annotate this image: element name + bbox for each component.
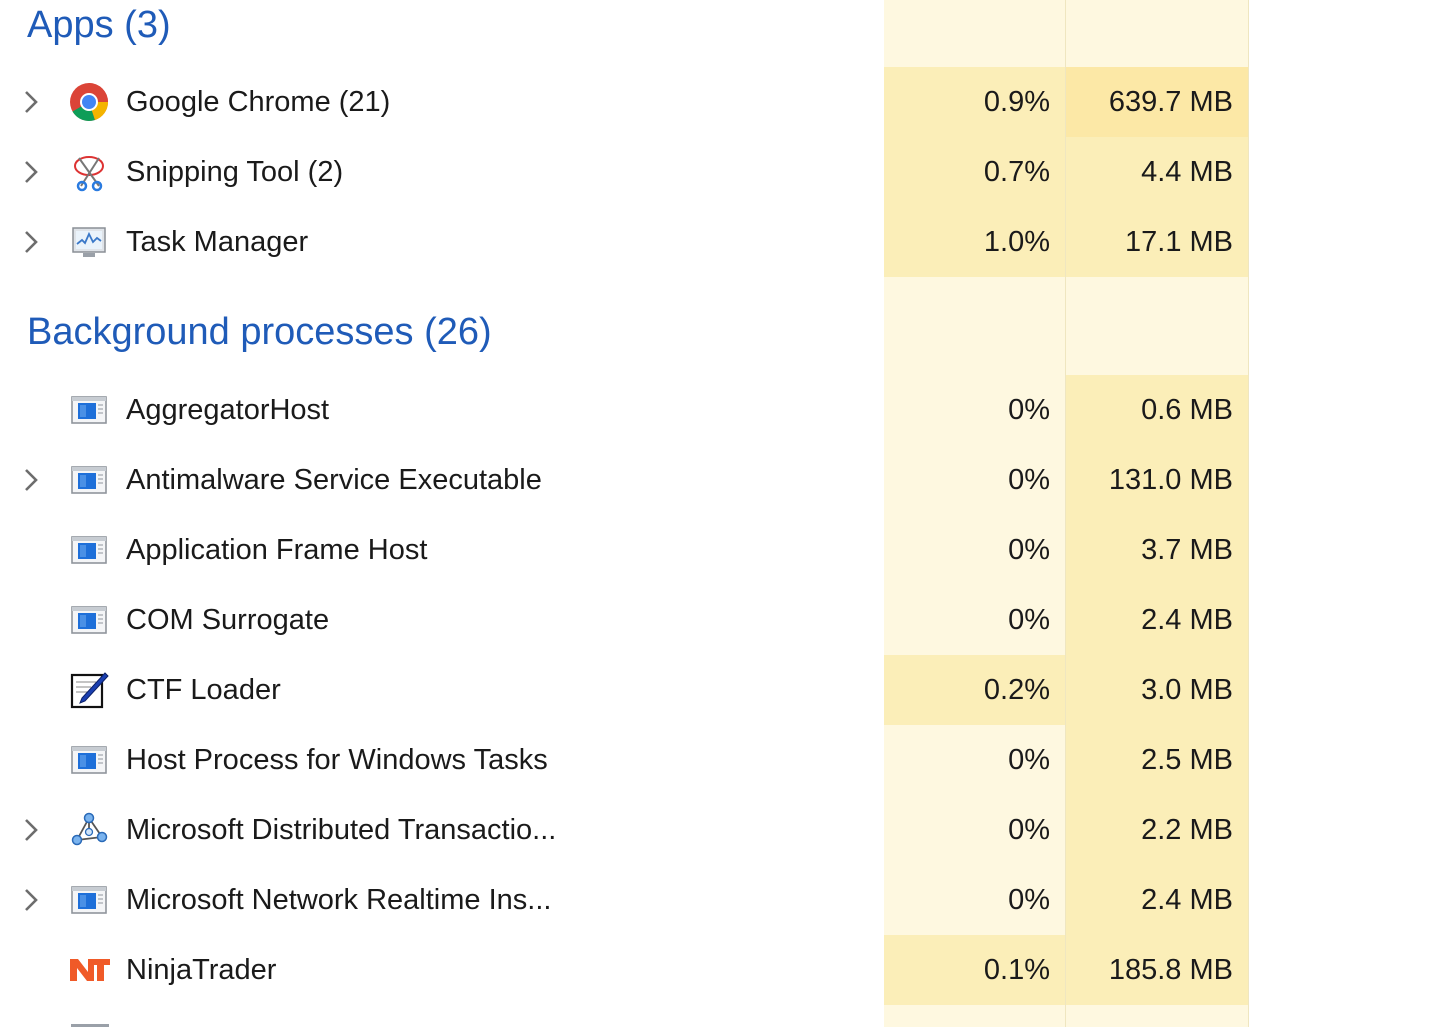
cpu-cell: 0.1% <box>884 935 1065 1005</box>
next-row-icon-stub <box>71 1024 109 1027</box>
memory-cell: 185.8 MB <box>1066 935 1248 1005</box>
cpu-cell: 0% <box>1008 744 1050 776</box>
process-name: Microsoft Distributed Transactio... <box>126 814 557 846</box>
memory-cell: 2.2 MB <box>1066 795 1248 865</box>
process-row[interactable]: Microsoft Distributed Transactio... 0% 2.2… <box>0 795 1453 865</box>
process-name: Microsoft Network Realtime Ins... <box>126 884 552 916</box>
cpu-cell: 0% <box>1008 534 1050 566</box>
window-app-icon <box>69 530 109 570</box>
process-name: Application Frame Host <box>126 534 428 566</box>
apps-group-header[interactable]: Apps (3) <box>0 0 1453 50</box>
snipping-tool-icon <box>69 152 109 192</box>
memory-cell: 0.6 MB <box>1066 375 1248 445</box>
process-name: AggregatorHost <box>126 394 330 426</box>
cpu-cell: 0% <box>1008 394 1050 426</box>
process-row[interactable]: NinjaTrader 0.1% 185.8 MB <box>0 935 1453 1005</box>
memory-cell: 3.0 MB <box>1066 655 1248 725</box>
apps-group-title: Apps (3) <box>27 4 171 46</box>
process-name: Google Chrome (21) <box>126 86 391 118</box>
process-name: Host Process for Windows Tasks <box>126 744 548 776</box>
process-row[interactable]: CTF Loader 0.2% 3.0 MB <box>0 655 1453 725</box>
process-row[interactable]: Host Process for Windows Tasks 0% 2.5 MB <box>0 725 1453 795</box>
process-row[interactable]: Snipping Tool (2) 0.7% 4.4 MB <box>0 137 1453 207</box>
cpu-cell: 0% <box>1008 464 1050 496</box>
column-divider <box>1065 0 1066 1027</box>
process-name: COM Surrogate <box>126 604 330 636</box>
process-row[interactable]: AggregatorHost 0% 0.6 MB <box>0 375 1453 445</box>
cpu-cell: 1.0% <box>884 207 1065 277</box>
ctf-loader-icon <box>69 670 109 710</box>
memory-cell: 3.7 MB <box>1066 515 1248 585</box>
process-row[interactable]: Microsoft Network Realtime Ins... 0% 2.4 M… <box>0 865 1453 935</box>
window-app-icon <box>69 880 109 920</box>
window-app-icon <box>69 600 109 640</box>
process-name: Antimalware Service Executable <box>126 464 542 496</box>
process-row[interactable]: Application Frame Host 0% 3.7 MB <box>0 515 1453 585</box>
window-app-icon <box>69 390 109 430</box>
memory-cell: 639.7 MB <box>1066 67 1248 137</box>
process-name: NinjaTrader <box>126 954 277 986</box>
memory-cell: 2.5 MB <box>1066 725 1248 795</box>
chevron-right-icon[interactable] <box>20 885 42 915</box>
chevron-right-icon[interactable] <box>20 157 42 187</box>
chevron-right-icon[interactable] <box>20 465 42 495</box>
process-name: Task Manager <box>126 226 309 258</box>
cpu-cell: 0.7% <box>884 137 1065 207</box>
network-nodes-icon <box>69 810 109 850</box>
memory-cell: 4.4 MB <box>1066 137 1248 207</box>
memory-cell: 131.0 MB <box>1066 445 1248 515</box>
cpu-cell: 0.9% <box>884 67 1065 137</box>
process-name: CTF Loader <box>126 674 281 706</box>
memory-cell: 2.4 MB <box>1066 865 1248 935</box>
cpu-cell: 0% <box>1008 604 1050 636</box>
window-app-icon <box>69 740 109 780</box>
ninjatrader-icon <box>69 950 110 990</box>
chevron-right-icon[interactable] <box>20 227 42 257</box>
process-row[interactable]: COM Surrogate 0% 2.4 MB <box>0 585 1453 655</box>
column-divider <box>1248 0 1249 1027</box>
cpu-cell: 0% <box>1008 814 1050 846</box>
chrome-icon <box>69 82 109 122</box>
process-row[interactable]: Task Manager 1.0% 17.1 MB <box>0 207 1453 277</box>
background-group-header[interactable]: Background processes (26) <box>0 305 1453 360</box>
cpu-cell: 0.2% <box>884 655 1065 725</box>
memory-cell: 17.1 MB <box>1066 207 1248 277</box>
memory-cell: 2.4 MB <box>1066 585 1248 655</box>
chevron-right-icon[interactable] <box>20 87 42 117</box>
process-row[interactable]: Antimalware Service Executable 0% 131.0 MB <box>0 445 1453 515</box>
process-row[interactable]: Google Chrome (21) 0.9% 639.7 MB <box>0 67 1453 137</box>
chevron-right-icon[interactable] <box>20 815 42 845</box>
task-manager-icon <box>69 222 109 262</box>
process-name: Snipping Tool (2) <box>126 156 344 188</box>
cpu-cell: 0% <box>1008 884 1050 916</box>
background-group-title: Background processes (26) <box>27 311 492 353</box>
window-app-icon <box>69 460 109 500</box>
